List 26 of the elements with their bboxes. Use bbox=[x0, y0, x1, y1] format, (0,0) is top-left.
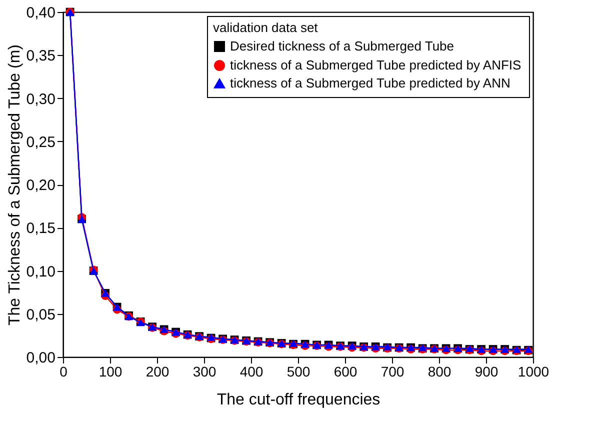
x-tick-label: 300 bbox=[192, 364, 216, 380]
x-tick-label: 800 bbox=[428, 364, 452, 380]
y-tick-label: 0,35 bbox=[26, 48, 56, 65]
y-tick-label: 0,40 bbox=[26, 4, 56, 22]
legend-label: tickness of a Submerged Tube predicted by ANFIS bbox=[230, 58, 522, 72]
y-axis-title: The Tickness of a Submerged Tube (m) bbox=[6, 44, 24, 326]
y-tick-label: 0,00 bbox=[26, 350, 56, 366]
x-tick-label: 200 bbox=[146, 364, 170, 380]
x-tick-label: 400 bbox=[240, 364, 264, 380]
y-tick-label: 0,30 bbox=[26, 90, 56, 108]
y-tick-label: 0,25 bbox=[26, 134, 56, 151]
legend-label: tickness of a Submerged Tube predicted by ANN bbox=[230, 76, 510, 90]
legend-label: Desired tickness of a Submerged Tube bbox=[230, 38, 454, 54]
x-tick-label: 0 bbox=[60, 364, 68, 380]
y-tick-label: 0,05 bbox=[26, 306, 56, 324]
x-tick-label: 600 bbox=[334, 364, 358, 380]
x-tick-label: 500 bbox=[286, 364, 310, 380]
x-axis-title: The cut-off frequencies bbox=[216, 392, 380, 408]
y-tick-label: 0,20 bbox=[26, 177, 56, 194]
x-tick-label: 1000 bbox=[518, 364, 550, 380]
x-tick-label: 700 bbox=[380, 364, 404, 380]
legend-title: validation data set bbox=[213, 20, 318, 35]
x-tick-label: 900 bbox=[474, 364, 498, 380]
x-tick-label: 100 bbox=[98, 364, 122, 380]
y-tick-label: 0,10 bbox=[26, 263, 56, 280]
y-tick-label: 0,15 bbox=[26, 220, 56, 238]
